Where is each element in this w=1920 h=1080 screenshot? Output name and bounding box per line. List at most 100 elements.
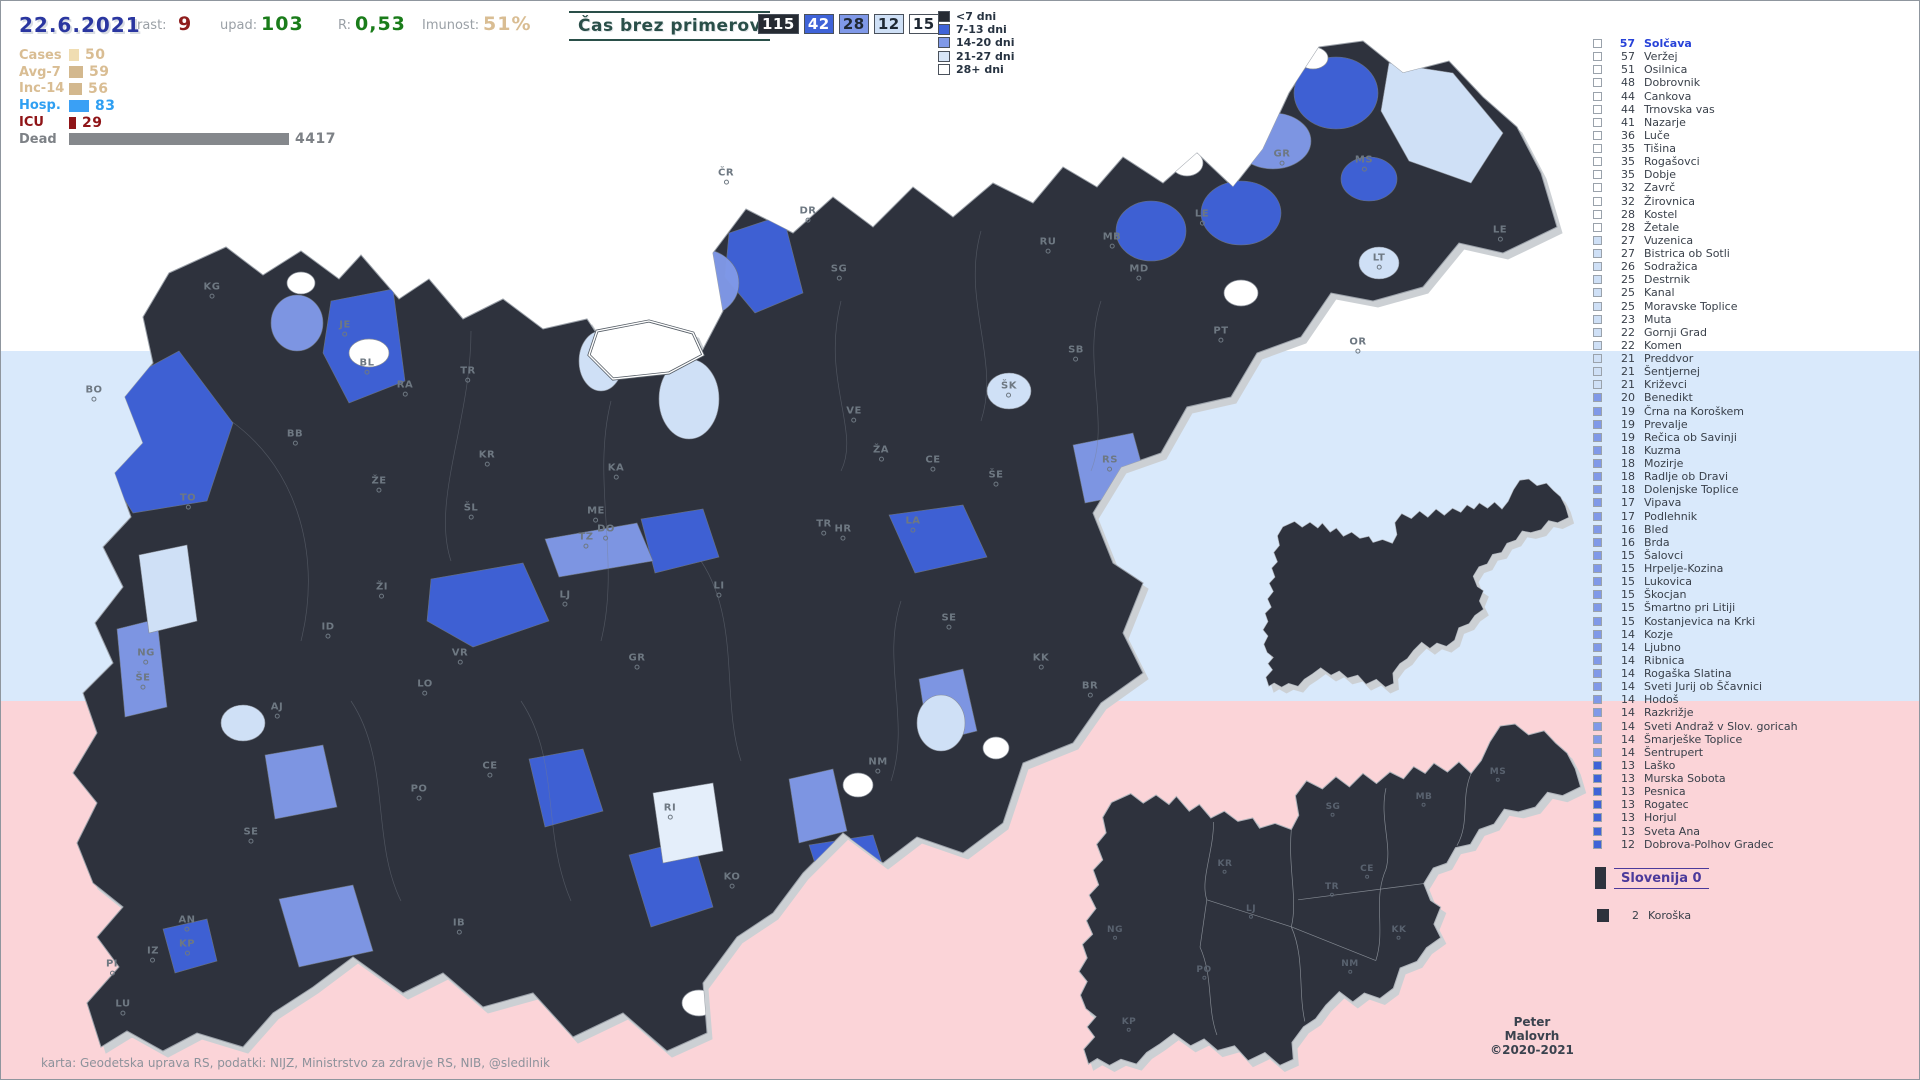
municipality-days: 18	[1621, 457, 1635, 471]
municipality-days: 15	[1621, 601, 1635, 615]
municipality-row[interactable]: 57 Veržej	[1593, 50, 1913, 63]
municipality-row[interactable]: 18 Mozirje	[1593, 457, 1913, 470]
municipality-row[interactable]: 19 Rečica ob Savinji	[1593, 431, 1913, 444]
legend-label: 28+ dni	[956, 62, 1004, 76]
municipality-swatch	[1593, 590, 1602, 600]
municipality-name: Rogaška Slatina	[1644, 667, 1732, 681]
municipality-name: Zavrč	[1644, 181, 1676, 195]
municipality-row[interactable]: 14 Ljubno	[1593, 641, 1913, 654]
municipality-row[interactable]: 13 Sveta Ana	[1593, 825, 1913, 838]
municipality-name: Dobje	[1644, 168, 1677, 182]
municipality-swatch	[1593, 196, 1602, 206]
municipality-row[interactable]: 18 Radlje ob Dravi	[1593, 470, 1913, 483]
municipality-row[interactable]: 16 Brda	[1593, 536, 1913, 549]
slovenija-badge-row[interactable]: Slovenija 0	[1595, 867, 1709, 889]
municipality-row[interactable]: 14 Šentrupert	[1593, 746, 1913, 759]
municipality-row[interactable]: 23 Muta	[1593, 313, 1913, 326]
municipality-row[interactable]: 48 Dobrovnik	[1593, 76, 1913, 89]
municipality-row[interactable]: 15 Šalovci	[1593, 549, 1913, 562]
municipality-swatch	[1593, 616, 1602, 626]
municipality-row[interactable]: 17 Vipava	[1593, 496, 1913, 509]
municipality-list[interactable]: 57 Solčava 57 Veržej 51 Osilnica 48 Dobrovnik 44…	[1593, 37, 1913, 851]
municipality-row[interactable]: 15 Lukovica	[1593, 575, 1913, 588]
municipality-row[interactable]: 28 Kostel	[1593, 208, 1913, 221]
municipality-row[interactable]: 14 Ribnica	[1593, 654, 1913, 667]
municipality-name: Mozirje	[1644, 457, 1684, 471]
municipality-row[interactable]: 14 Razkrižje	[1593, 706, 1913, 719]
municipality-days: 18	[1621, 443, 1635, 457]
municipality-row[interactable]: 44 Trnovska vas	[1593, 103, 1913, 116]
municipality-row[interactable]: 57 Solčava	[1593, 37, 1913, 50]
legend-row: 21-27 dni	[938, 50, 1015, 63]
municipality-days: 13	[1621, 785, 1635, 799]
municipality-row[interactable]: 15 Hrpelje-Kozina	[1593, 562, 1913, 575]
municipality-row[interactable]: 14 Kozje	[1593, 628, 1913, 641]
stat-row-cases: Cases 50	[19, 47, 336, 64]
municipality-row[interactable]: 35 Dobje	[1593, 168, 1913, 181]
municipality-name: Laško	[1644, 758, 1676, 772]
municipality-row[interactable]: 20 Benedikt	[1593, 391, 1913, 404]
stat-bar	[69, 49, 79, 62]
municipality-row[interactable]: 22 Gornji Grad	[1593, 326, 1913, 339]
municipality-row[interactable]: 51 Osilnica	[1593, 63, 1913, 76]
municipality-row[interactable]: 27 Bistrica ob Sotli	[1593, 247, 1913, 260]
municipality-row[interactable]: 13 Horjul	[1593, 811, 1913, 824]
stat-label: Dead	[19, 131, 57, 147]
municipality-row[interactable]: 21 Križevci	[1593, 378, 1913, 391]
municipality-row[interactable]: 28 Žetale	[1593, 221, 1913, 234]
municipality-row[interactable]: 16 Bled	[1593, 523, 1913, 536]
municipality-name: Podlehnik	[1644, 509, 1698, 523]
stat-bar	[69, 82, 82, 95]
municipality-name: Sodražica	[1644, 260, 1698, 274]
municipality-row[interactable]: 41 Nazarje	[1593, 116, 1913, 129]
municipality-row[interactable]: 14 Sveti Andraž v Slov. goricah	[1593, 720, 1913, 733]
municipality-row[interactable]: 26 Sodražica	[1593, 260, 1913, 273]
municipality-row[interactable]: 36 Luče	[1593, 129, 1913, 142]
municipality-row[interactable]: 14 Rogaška Slatina	[1593, 667, 1913, 680]
municipality-row[interactable]: 19 Črna na Koroškem	[1593, 405, 1913, 418]
municipality-days: 25	[1621, 299, 1635, 313]
municipality-row[interactable]: 25 Moravske Toplice	[1593, 300, 1913, 313]
municipality-row[interactable]: 35 Rogašovci	[1593, 155, 1913, 168]
municipality-row[interactable]: 25 Destrnik	[1593, 273, 1913, 286]
municipality-row[interactable]: 15 Škocjan	[1593, 588, 1913, 601]
municipality-row[interactable]: 13 Rogatec	[1593, 798, 1913, 811]
slovenija-badge[interactable]: Slovenija 0	[1614, 867, 1709, 889]
municipality-swatch	[1593, 301, 1602, 311]
municipality-row[interactable]: 27 Vuzenica	[1593, 234, 1913, 247]
municipality-row[interactable]: 25 Kanal	[1593, 286, 1913, 299]
municipality-row[interactable]: 32 Žirovnica	[1593, 195, 1913, 208]
municipality-row[interactable]: 15 Kostanjevica na Krki	[1593, 615, 1913, 628]
koroska-row[interactable]: 2 Koroška	[1597, 909, 1691, 922]
municipality-name: Šmartno pri Litiji	[1644, 601, 1736, 615]
municipality-row[interactable]: 21 Šentjernej	[1593, 365, 1913, 378]
legend-swatch	[938, 63, 950, 75]
municipality-days: 14	[1621, 693, 1635, 707]
border-enclave	[587, 319, 705, 381]
municipality-row[interactable]: 18 Kuzma	[1593, 444, 1913, 457]
municipality-row[interactable]: 44 Cankova	[1593, 90, 1913, 103]
municipality-row[interactable]: 17 Podlehnik	[1593, 510, 1913, 523]
municipality-row[interactable]: 35 Tišina	[1593, 142, 1913, 155]
municipality-swatch	[1593, 157, 1602, 167]
municipality-row[interactable]: 18 Dolenjske Toplice	[1593, 483, 1913, 496]
municipality-row[interactable]: 22 Komen	[1593, 339, 1913, 352]
municipality-row[interactable]: 19 Prevalje	[1593, 418, 1913, 431]
municipality-row[interactable]: 13 Murska Sobota	[1593, 772, 1913, 785]
municipality-name: Cankova	[1644, 89, 1692, 103]
municipality-name: Sveti Jurij ob Ščavnici	[1644, 680, 1763, 694]
municipality-row[interactable]: 21 Preddvor	[1593, 352, 1913, 365]
municipality-row[interactable]: 14 Šmarješke Toplice	[1593, 733, 1913, 746]
municipality-row[interactable]: 14 Sveti Jurij ob Ščavnici	[1593, 680, 1913, 693]
r-label: R:	[338, 18, 352, 33]
municipality-name: Nazarje	[1644, 115, 1686, 129]
stat-value: 50	[85, 47, 106, 64]
municipality-row[interactable]: 32 Zavrč	[1593, 181, 1913, 194]
municipality-row[interactable]: 14 Hodoš	[1593, 693, 1913, 706]
municipality-row[interactable]: 15 Šmartno pri Litiji	[1593, 601, 1913, 614]
municipality-row[interactable]: 13 Pesnica	[1593, 785, 1913, 798]
municipality-name: Tišina	[1644, 142, 1676, 156]
municipality-row[interactable]: 12 Dobrova-Polhov Gradec	[1593, 838, 1913, 851]
municipality-row[interactable]: 13 Laško	[1593, 759, 1913, 772]
